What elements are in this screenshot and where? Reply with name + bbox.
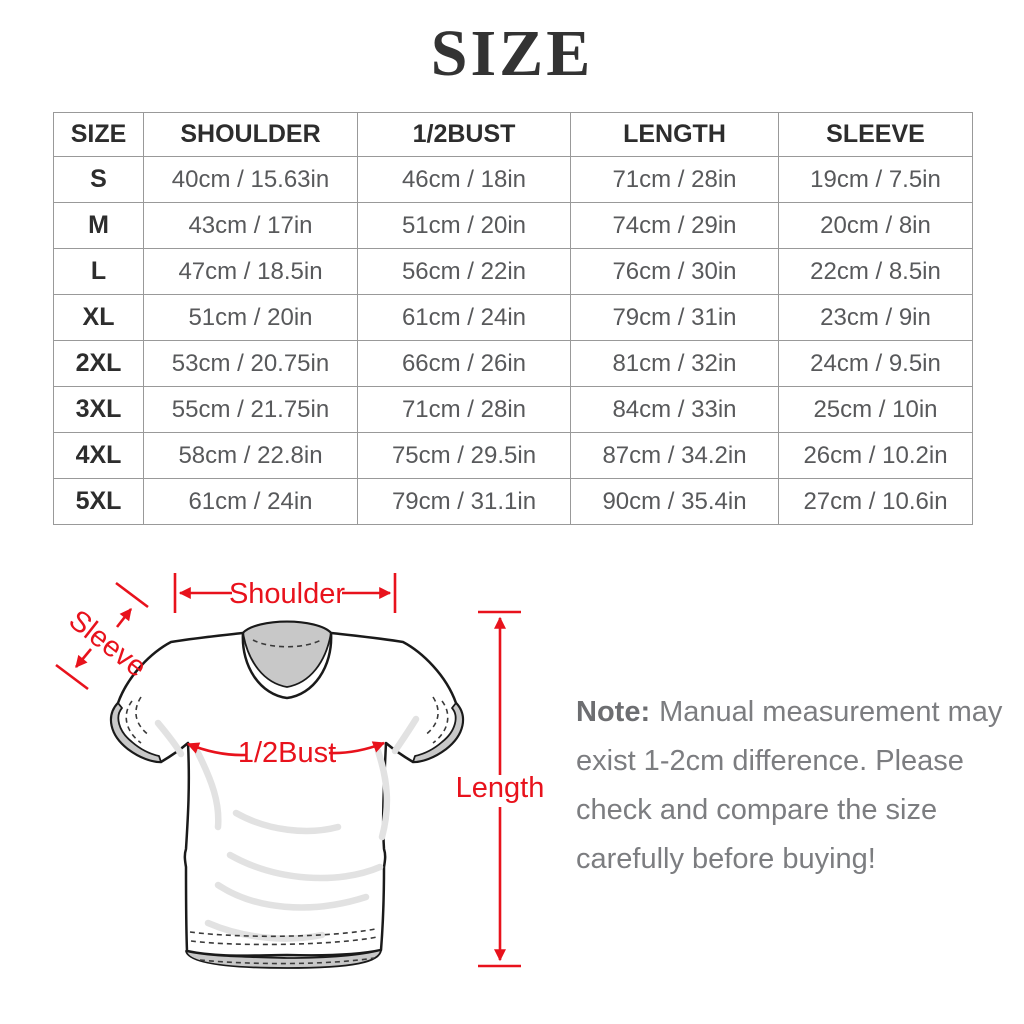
table-row: L 47cm / 18.5in 56cm / 22in 76cm / 30in … — [53, 248, 973, 295]
column-header-size: SIZE — [53, 112, 144, 157]
note-line-text: Manual measurement may — [659, 696, 1003, 728]
table-cell: 74cm / 29in — [570, 202, 779, 249]
table-row: M 43cm / 17in 51cm / 20in 74cm / 29in 20… — [53, 202, 973, 249]
table-cell: 55cm / 21.75in — [143, 386, 358, 433]
size-label: 4XL — [53, 432, 144, 479]
table-cell: 90cm / 35.4in — [570, 478, 779, 525]
table-header-row: SIZE SHOULDER 1/2BUST LENGTH SLEEVE — [53, 112, 973, 157]
shoulder-arrow: Shoulder — [173, 573, 397, 613]
table-cell: 81cm / 32in — [570, 340, 779, 387]
tshirt-measurement-diagram: Shoulder Sleeve 1/2Bust Length — [55, 573, 545, 969]
table-row: S 40cm / 15.63in 46cm / 18in 71cm / 28in… — [53, 156, 973, 203]
table-cell: 40cm / 15.63in — [143, 156, 358, 203]
page-title: SIZE — [430, 17, 594, 90]
table-cell: 19cm / 7.5in — [778, 156, 973, 203]
note-line: check and compare the size — [576, 794, 938, 826]
note-line: carefully before buying! — [576, 843, 876, 875]
table-cell: 51cm / 20in — [357, 202, 571, 249]
size-label: L — [53, 248, 144, 295]
table-cell: 76cm / 30in — [570, 248, 779, 295]
size-label: XL — [53, 294, 144, 341]
table-cell: 84cm / 33in — [570, 386, 779, 433]
size-label: S — [53, 156, 144, 203]
table-row: 5XL 61cm / 24in 79cm / 31.1in 90cm / 35.… — [53, 478, 973, 525]
length-arrow: Length — [456, 610, 545, 968]
column-header-bust: 1/2BUST — [357, 112, 571, 157]
sleeve-arrow: Sleeve — [55, 581, 153, 691]
table-cell: 26cm / 10.2in — [778, 432, 973, 479]
size-label: 2XL — [53, 340, 144, 387]
table-row: 4XL 58cm / 22.8in 75cm / 29.5in 87cm / 3… — [53, 432, 973, 479]
table-cell: 75cm / 29.5in — [357, 432, 571, 479]
column-header-shoulder: SHOULDER — [143, 112, 358, 157]
table-cell: 47cm / 18.5in — [143, 248, 358, 295]
bust-label: 1/2Bust — [238, 737, 336, 769]
column-header-sleeve: SLEEVE — [778, 112, 973, 157]
table-cell: 79cm / 31.1in — [357, 478, 571, 525]
table-cell: 20cm / 8in — [778, 202, 973, 249]
table-cell: 51cm / 20in — [143, 294, 358, 341]
tshirt-icon — [109, 620, 465, 969]
sleeve-label: Sleeve — [63, 604, 153, 684]
note-label: Note: — [576, 696, 651, 728]
note-text: Note: Manual measurement may exist 1-2cm … — [576, 688, 1006, 884]
table-cell: 61cm / 24in — [143, 478, 358, 525]
table-cell: 87cm / 34.2in — [570, 432, 779, 479]
table-cell: 71cm / 28in — [357, 386, 571, 433]
table-cell: 56cm / 22in — [357, 248, 571, 295]
size-label: 3XL — [53, 386, 144, 433]
table-cell: 58cm / 22.8in — [143, 432, 358, 479]
size-label: 5XL — [53, 478, 144, 525]
size-table: SIZE SHOULDER 1/2BUST LENGTH SLEEVE S 40… — [53, 112, 973, 525]
table-cell: 61cm / 24in — [357, 294, 571, 341]
note-line: Note: Manual measurement may — [576, 688, 1006, 737]
length-label: Length — [456, 772, 545, 804]
table-cell: 25cm / 10in — [778, 386, 973, 433]
table-cell: 23cm / 9in — [778, 294, 973, 341]
table-cell: 46cm / 18in — [357, 156, 571, 203]
table-cell: 27cm / 10.6in — [778, 478, 973, 525]
note-line: exist 1-2cm difference. Please — [576, 745, 964, 777]
shoulder-label: Shoulder — [229, 578, 345, 610]
size-label: M — [53, 202, 144, 249]
table-row: XL 51cm / 20in 61cm / 24in 79cm / 31in 2… — [53, 294, 973, 341]
table-cell: 66cm / 26in — [357, 340, 571, 387]
table-cell: 53cm / 20.75in — [143, 340, 358, 387]
table-cell: 22cm / 8.5in — [778, 248, 973, 295]
table-cell: 43cm / 17in — [143, 202, 358, 249]
table-cell: 71cm / 28in — [570, 156, 779, 203]
column-header-length: LENGTH — [570, 112, 779, 157]
table-row: 2XL 53cm / 20.75in 66cm / 26in 81cm / 32… — [53, 340, 973, 387]
table-cell: 24cm / 9.5in — [778, 340, 973, 387]
table-cell: 79cm / 31in — [570, 294, 779, 341]
table-row: 3XL 55cm / 21.75in 71cm / 28in 84cm / 33… — [53, 386, 973, 433]
bust-arrow: 1/2Bust — [186, 737, 386, 769]
